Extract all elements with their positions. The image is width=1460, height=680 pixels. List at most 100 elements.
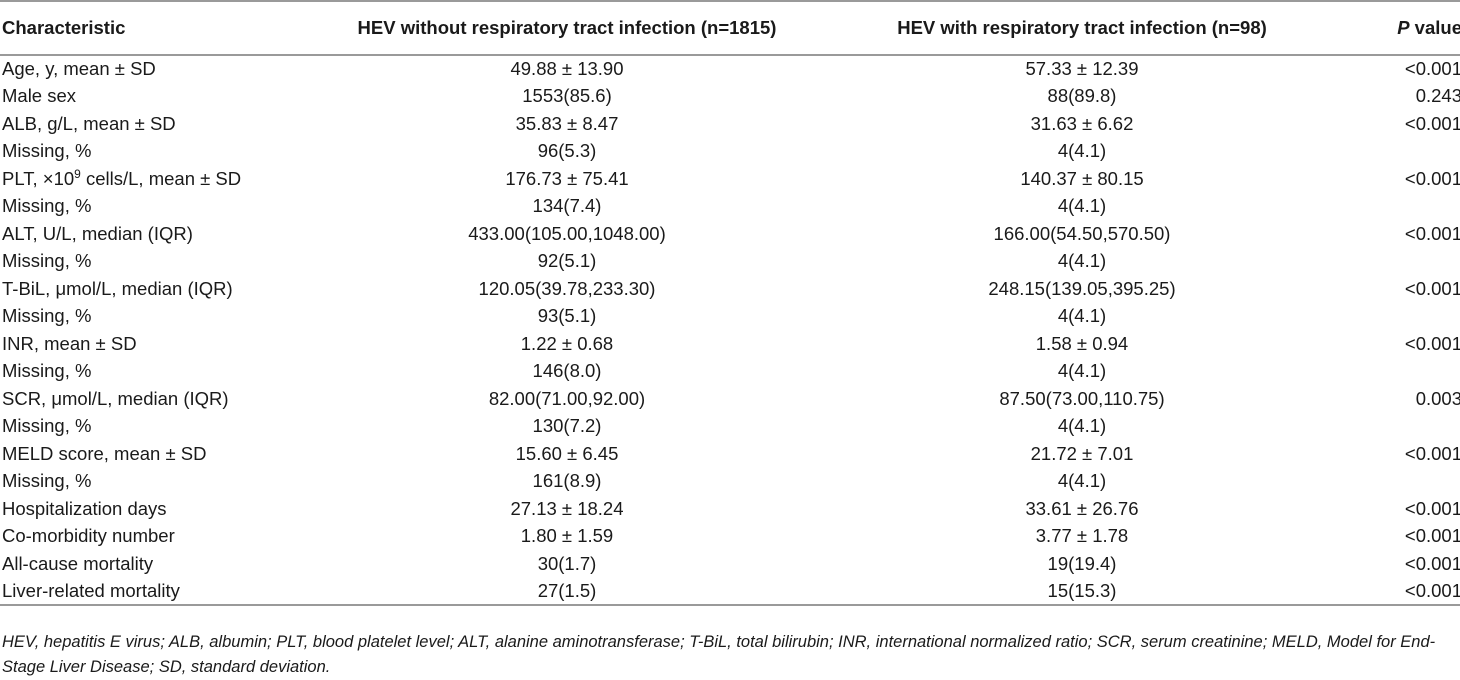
row-label: Male sex bbox=[2, 85, 77, 107]
row-label: ALB, g/L, mean ± SD bbox=[2, 112, 176, 134]
cell-p-value bbox=[1332, 248, 1460, 276]
cell-p-value bbox=[1332, 413, 1460, 441]
table-row: INR, mean ± SD 1.22 ± 0.68 1.58 ± 0.94 <0.0… bbox=[0, 330, 1460, 358]
row-label-superscript: 9 bbox=[74, 166, 81, 181]
table-row: Male sex 1553(85.6) 88(89.8) 0.243 bbox=[0, 83, 1460, 111]
cell-with-infection: 4(4.1) bbox=[1057, 470, 1107, 492]
row-label: INR, mean ± SD bbox=[2, 332, 137, 354]
row-label: T-BiL, μmol/L, median (IQR) bbox=[2, 277, 233, 299]
cell-p-value bbox=[1332, 193, 1460, 221]
cell-with-infection: 4(4.1) bbox=[1057, 250, 1107, 272]
table-row: ALT, U/L, median (IQR) 433.00(105.00,1048… bbox=[0, 220, 1460, 248]
row-label: SCR, μmol/L, median (IQR) bbox=[2, 387, 229, 409]
row-label: MELD score, mean ± SD bbox=[2, 442, 207, 464]
cell-without-infection: 130(7.2) bbox=[532, 415, 602, 437]
cell-p-value: <0.001 bbox=[1404, 112, 1460, 134]
cell-with-infection: 4(4.1) bbox=[1057, 195, 1107, 217]
cell-without-infection: 15.60 ± 6.45 bbox=[515, 442, 619, 464]
table-row: Hospitalization days 27.13 ± 18.24 33.61 ±… bbox=[0, 495, 1460, 523]
table-row: Missing, % 161(8.9) 4(4.1) bbox=[0, 468, 1460, 496]
cell-without-infection: 92(5.1) bbox=[537, 250, 597, 272]
cell-with-infection: 21.72 ± 7.01 bbox=[1030, 442, 1134, 464]
cell-with-infection: 87.50(73.00,110.75) bbox=[999, 387, 1165, 409]
cell-p-value: <0.001 bbox=[1404, 525, 1460, 547]
cell-with-infection: 19(19.4) bbox=[1047, 552, 1117, 574]
cell-p-value bbox=[1332, 358, 1460, 386]
table-header-row: Characteristic HEV without respiratory t… bbox=[0, 1, 1460, 55]
cell-p-value: <0.001 bbox=[1404, 332, 1460, 354]
cell-with-infection: 1.58 ± 0.94 bbox=[1035, 332, 1129, 354]
cell-without-infection: 27.13 ± 18.24 bbox=[510, 497, 624, 519]
cell-without-infection: 146(8.0) bbox=[532, 360, 602, 382]
table-row: Liver-related mortality 27(1.5) 15(15.3) <0… bbox=[0, 578, 1460, 605]
cell-p-value: <0.001 bbox=[1404, 222, 1460, 244]
header-with-infection: HEV with respiratory tract infection (n=… bbox=[897, 17, 1267, 38]
row-label: Liver-related mortality bbox=[2, 579, 180, 601]
cell-without-infection: 134(7.4) bbox=[532, 195, 602, 217]
cell-p-value: <0.001 bbox=[1404, 277, 1460, 299]
table-body: Age, y, mean ± SD 49.88 ± 13.90 57.33 ± 12… bbox=[0, 55, 1460, 605]
table-row: ALB, g/L, mean ± SD 35.83 ± 8.47 31.63 ± 6… bbox=[0, 110, 1460, 138]
row-label-part: PLT, ×10 bbox=[2, 167, 75, 189]
table-row: Missing, % 146(8.0) 4(4.1) bbox=[0, 358, 1460, 386]
cell-p-value: 0.003 bbox=[1415, 387, 1460, 409]
cell-without-infection: 176.73 ± 75.41 bbox=[505, 167, 629, 189]
cell-p-value: <0.001 bbox=[1404, 58, 1460, 80]
row-label: PLT, ×109 cells/L, mean ± SD bbox=[0, 165, 302, 193]
cell-with-infection: 248.15(139.05,395.25) bbox=[988, 277, 1176, 299]
cell-without-infection: 35.83 ± 8.47 bbox=[515, 112, 619, 134]
cell-without-infection: 120.05(39.78,233.30) bbox=[478, 277, 656, 299]
table-row: Missing, % 93(5.1) 4(4.1) bbox=[0, 303, 1460, 331]
table-row: MELD score, mean ± SD 15.60 ± 6.45 21.72 ±… bbox=[0, 440, 1460, 468]
row-label: All-cause mortality bbox=[2, 552, 154, 574]
cell-without-infection: 30(1.7) bbox=[537, 552, 597, 574]
cell-with-infection: 4(4.1) bbox=[1057, 360, 1107, 382]
row-label: Hospitalization days bbox=[2, 497, 167, 519]
row-label: Missing, % bbox=[2, 360, 92, 382]
cell-p-value: 0.243 bbox=[1415, 85, 1460, 107]
table-row: Missing, % 96(5.3) 4(4.1) bbox=[0, 138, 1460, 166]
row-label: Missing, % bbox=[2, 470, 92, 492]
table-row: Co-morbidity number 1.80 ± 1.59 3.77 ± 1.7… bbox=[0, 523, 1460, 551]
cell-p-value bbox=[1332, 303, 1460, 331]
header-characteristic: Characteristic bbox=[2, 17, 126, 38]
characteristics-table: Characteristic HEV without respiratory t… bbox=[0, 1, 1460, 605]
row-label-part: cells/L, mean ± SD bbox=[80, 167, 242, 189]
row-label: ALT, U/L, median (IQR) bbox=[2, 222, 193, 244]
header-p-value: P value bbox=[1332, 1, 1460, 55]
table-row: Age, y, mean ± SD 49.88 ± 13.90 57.33 ± 12… bbox=[0, 55, 1460, 83]
row-label: Missing, % bbox=[2, 415, 92, 437]
table-row: All-cause mortality 30(1.7) 19(19.4) <0.001 bbox=[0, 550, 1460, 578]
cell-without-infection: 1.80 ± 1.59 bbox=[520, 525, 614, 547]
cell-without-infection: 96(5.3) bbox=[537, 140, 597, 162]
cell-without-infection: 49.88 ± 13.90 bbox=[510, 58, 624, 80]
cell-without-infection: 161(8.9) bbox=[532, 470, 602, 492]
header-p-suffix: value bbox=[1409, 17, 1460, 38]
table-row: Missing, % 92(5.1) 4(4.1) bbox=[0, 248, 1460, 276]
cell-without-infection: 433.00(105.00,1048.00) bbox=[468, 222, 666, 244]
cell-with-infection: 88(89.8) bbox=[1047, 85, 1117, 107]
table-row: Missing, % 130(7.2) 4(4.1) bbox=[0, 413, 1460, 441]
cell-p-value: <0.001 bbox=[1404, 552, 1460, 574]
row-label: Missing, % bbox=[2, 195, 92, 217]
cell-with-infection: 166.00(54.50,570.50) bbox=[993, 222, 1171, 244]
table-footnote: HEV, hepatitis E virus; ALB, albumin; PL… bbox=[2, 633, 1436, 676]
cell-with-infection: 140.37 ± 80.15 bbox=[1020, 167, 1144, 189]
cell-with-infection: 57.33 ± 12.39 bbox=[1025, 58, 1139, 80]
cell-p-value bbox=[1332, 138, 1460, 166]
cell-with-infection: 4(4.1) bbox=[1057, 415, 1107, 437]
cell-p-value: <0.001 bbox=[1404, 497, 1460, 519]
table-row: T-BiL, μmol/L, median (IQR) 120.05(39.78,… bbox=[0, 275, 1460, 303]
header-without-infection: HEV without respiratory tract infection … bbox=[357, 17, 777, 38]
cell-with-infection: 33.61 ± 26.76 bbox=[1025, 497, 1139, 519]
header-p-letter: P bbox=[1397, 17, 1410, 38]
cell-with-infection: 4(4.1) bbox=[1057, 305, 1107, 327]
row-label: Missing, % bbox=[2, 140, 92, 162]
cell-p-value: <0.001 bbox=[1404, 442, 1460, 464]
cell-without-infection: 1.22 ± 0.68 bbox=[520, 332, 614, 354]
cell-with-infection: 31.63 ± 6.62 bbox=[1030, 112, 1134, 134]
cell-without-infection: 1553(85.6) bbox=[522, 85, 612, 107]
row-label: Co-morbidity number bbox=[2, 525, 175, 547]
cell-p-value: <0.001 bbox=[1404, 579, 1460, 601]
